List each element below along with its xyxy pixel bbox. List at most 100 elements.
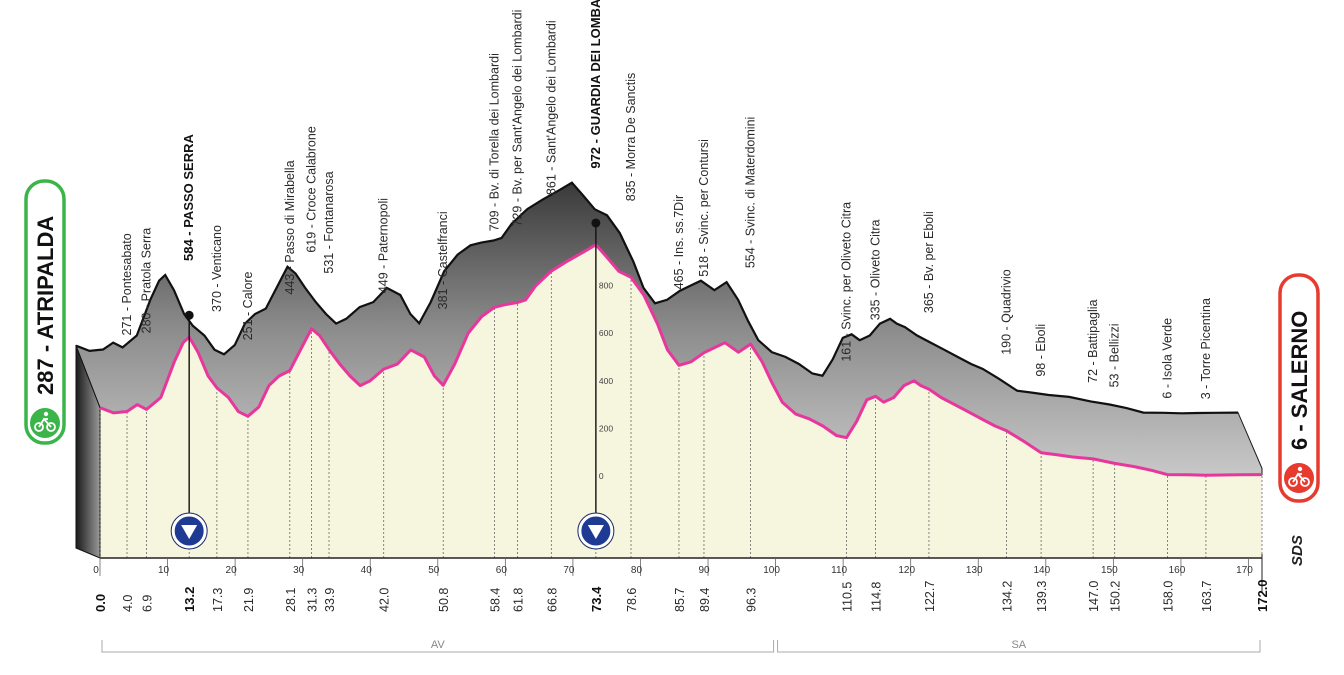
km-label-7: 31.3 [305,588,319,612]
start-badge-bicycle-icon-rider [43,411,49,417]
x-tick-label-15: 150 [1101,565,1118,576]
waypoint-label-5: 251 - Calore [241,271,255,340]
x-axis-layer: 0 10 20 30 40 50 60 70 80 90 100 110 120 130 140 150 160… [93,554,1263,592]
km-label-8: 33.9 [323,588,337,612]
km-label-21: 122.7 [923,581,937,612]
waypoint-label-27: 3 - Torre Picentina [1199,298,1213,399]
waypoint-label-4: 370 - Venticano [210,225,224,312]
province-layer: AV SA [101,639,1261,653]
waypoint-label-6: 443 - Passo di Mirabella [283,160,297,294]
x-tick-label-9: 90 [698,565,710,576]
finish-badge-bicycle-icon-wheel-a [1288,477,1298,487]
altitude-tick-2: 400 [599,376,613,386]
start-badge-bicycle-icon-wheel-a [34,422,44,432]
waypoint-label-25: 53 - Bellizzi [1108,323,1122,387]
start-badge-frame [24,179,66,445]
x-tick-label-2: 20 [226,565,238,576]
km-label-27: 163.7 [1200,581,1214,612]
province-label-0: AV [431,639,446,651]
x-tick-label-11: 110 [831,565,847,576]
province-bracket-1 [777,640,1261,653]
start-badge-bicycle-icon-frame [38,417,52,428]
waypoint-label-8: 531 - Fontanarosa [322,171,336,273]
km-label-28: 172.0 [1255,579,1270,612]
km-label-24: 147.0 [1087,581,1101,612]
waypoint-label-14: 972 - GUARDIA DEI LOMBARDI [588,0,603,169]
finish-badge-bicycle-icon-frame [1292,472,1306,483]
altitude-tick-3: 600 [599,328,613,338]
x-tick-label-12: 120 [898,565,915,576]
waypoint-label-19: 161 - Svinc. per Oliveto Citra [840,202,854,362]
x-tick-label-16: 160 [1169,565,1186,576]
plain-layer [100,244,1262,558]
x-tick-label-8: 80 [631,565,643,576]
start-badge-bicycle-icon-wheel-b [46,422,56,432]
start-badge-label: 287 - ATRIPALDA [33,216,58,395]
km-labels-layer: 0.0 4.0 6.9 13.2 17.3 21.9 28.1 31.3 33.9 42.0 50.… [93,579,1270,612]
km-label-5: 21.9 [242,588,256,612]
km-label-13: 66.8 [545,588,559,612]
x-tick-label-1: 10 [158,565,170,576]
km-label-16: 85.7 [673,588,687,612]
km-label-14: 73.4 [589,586,604,612]
finish-badge-bicycle-icon-rider [1297,466,1303,472]
altitude-tick-4: 800 [599,281,613,291]
km-label-4: 17.3 [211,588,225,612]
plain-area [100,244,1262,558]
waypoint-label-26: 6 - Isola Verde [1160,318,1174,399]
province-bracket-0 [101,640,775,653]
waypoint-label-16: 465 - Ins. ss.7Dir [672,195,686,289]
x-tick-label-7: 70 [563,565,575,576]
km-label-17: 89.4 [698,588,712,612]
x-tick-label-14: 140 [1033,565,1050,576]
waypoint-label-15: 835 - Morra De Sanctis [624,73,638,202]
x-tick-label-13: 130 [966,565,983,576]
waypoint-label-12: 729 - Bv. per Sant'Angelo dei Lombardi [511,10,525,227]
km-label-1: 4.0 [121,595,135,612]
km-label-2: 6.9 [141,595,155,612]
sprint-markers-layer [170,218,615,550]
waypoint-label-7: 619 - Croce Calabrone [304,126,318,253]
x-tick-label-5: 50 [428,565,440,576]
km-label-0: 0.0 [93,594,108,612]
altitude-tick-1: 200 [599,423,613,433]
km-label-9: 42.0 [378,588,392,612]
sds-logo: SDS [1289,535,1306,566]
sprint-dot-1 [591,218,601,228]
km-label-18: 96.3 [745,588,759,612]
x-tick-label-17: 170 [1236,565,1253,576]
endpoint-badges-layer: 287 - ATRIPALDA 6 - SALERNO SDS [24,179,1320,566]
km-label-25: 150.2 [1109,581,1123,612]
km-label-11: 58.4 [489,588,503,612]
km-label-26: 158.0 [1161,581,1175,612]
finish-badge-bicycle-icon-wheel-b [1300,477,1310,487]
sprint-dot-0 [184,310,194,320]
x-tick-label-6: 60 [496,565,508,576]
sprint-badge-ring-0 [170,512,208,550]
km-label-22: 134.2 [1001,581,1015,612]
sprint-triangle-icon-0 [181,525,198,539]
km-label-6: 28.1 [284,588,298,612]
finish-badge-frame [1278,273,1320,503]
waypoint-label-2: 280 - Pratola Serra [140,228,154,334]
waypoint-label-24: 72 - Battipaglia [1086,299,1100,382]
km-label-23: 139.3 [1035,581,1049,612]
waypoint-label-1: 271 - Pontesabato [120,233,134,335]
waypoint-label-22: 190 - Quadrivio [1000,269,1014,355]
waypoint-labels-layer: 271 - Pontesabato 280 - Pratola Serra 584 … [120,0,1213,399]
waypoint-label-21: 365 - Bv. per Eboli [922,211,936,313]
finish-badge-label: 6 - SALERNO [1287,311,1312,450]
waypoint-label-10: 381 - Castelfranci [436,211,450,309]
waypoint-label-23: 98 - Eboli [1034,324,1048,377]
relief-crest-line [75,181,1239,415]
profile-line [99,243,1263,477]
waypoint-label-11: 709 - Bv. di Torella dei Lombardi [488,53,502,231]
x-tick-label-0: 0 [93,565,99,576]
x-tick-label-4: 40 [361,565,373,576]
waypoint-label-20: 335 - Oliveto Citra [869,219,883,320]
waypoint-label-13: 861 - Sant'Angelo dei Lombardi [544,20,558,195]
waypoint-label-3: 584 - PASSO SERRA [181,133,196,261]
km-label-12: 61.8 [512,588,526,612]
